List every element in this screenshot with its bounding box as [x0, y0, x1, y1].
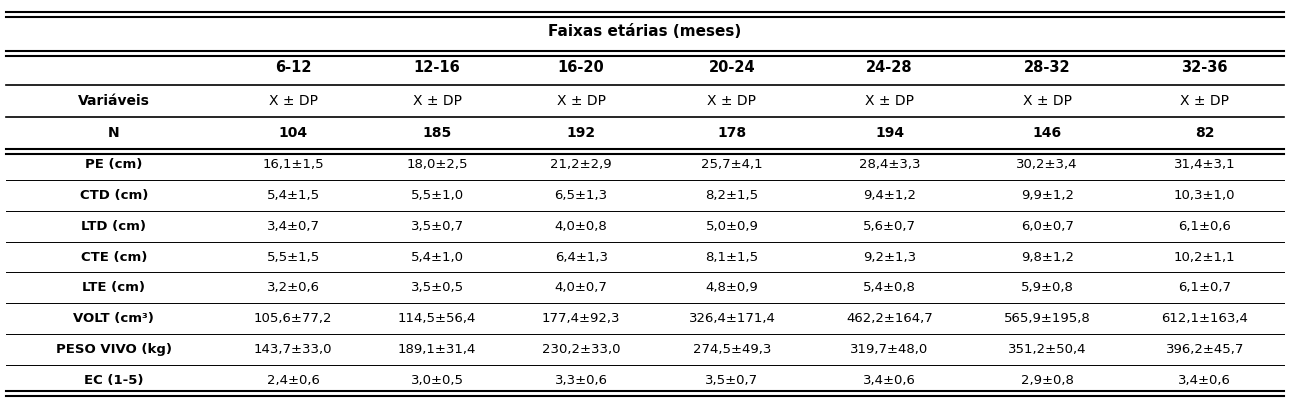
Text: 25,7±4,1: 25,7±4,1	[702, 158, 762, 171]
Text: LTE (cm): LTE (cm)	[83, 282, 146, 294]
Text: 114,5±56,4: 114,5±56,4	[397, 312, 476, 325]
Text: 24-28: 24-28	[867, 60, 913, 75]
Text: 6-12: 6-12	[275, 60, 311, 75]
Text: 2,9±0,8: 2,9±0,8	[1020, 374, 1073, 387]
Text: 5,6±0,7: 5,6±0,7	[863, 220, 916, 233]
Text: 5,4±1,5: 5,4±1,5	[267, 189, 320, 202]
Text: 28,4±3,3: 28,4±3,3	[859, 158, 920, 171]
Text: N: N	[108, 126, 120, 140]
Text: 12-16: 12-16	[414, 60, 461, 75]
Text: 16-20: 16-20	[557, 60, 605, 75]
Text: 3,5±0,5: 3,5±0,5	[410, 282, 463, 294]
Text: 396,2±45,7: 396,2±45,7	[1166, 343, 1244, 356]
Text: 9,8±1,2: 9,8±1,2	[1020, 251, 1073, 264]
Text: 6,0±0,7: 6,0±0,7	[1020, 220, 1073, 233]
Text: 192: 192	[566, 126, 596, 140]
Text: 104: 104	[279, 126, 308, 140]
Text: 6,1±0,6: 6,1±0,6	[1178, 220, 1231, 233]
Text: X ± DP: X ± DP	[413, 94, 462, 108]
Text: 10,2±1,1: 10,2±1,1	[1174, 251, 1236, 264]
Text: CTE (cm): CTE (cm)	[80, 251, 147, 264]
Text: 178: 178	[717, 126, 747, 140]
Text: 612,1±163,4: 612,1±163,4	[1161, 312, 1249, 325]
Text: 3,4±0,6: 3,4±0,6	[1178, 374, 1231, 387]
Text: 8,2±1,5: 8,2±1,5	[706, 189, 759, 202]
Text: 4,0±0,8: 4,0±0,8	[555, 220, 608, 233]
Text: PESO VIVO (kg): PESO VIVO (kg)	[55, 343, 172, 356]
Text: 30,2±3,4: 30,2±3,4	[1017, 158, 1078, 171]
Text: CTD (cm): CTD (cm)	[80, 189, 148, 202]
Text: 3,0±0,5: 3,0±0,5	[410, 374, 463, 387]
Text: 4,0±0,7: 4,0±0,7	[555, 282, 608, 294]
Text: 230,2±33,0: 230,2±33,0	[542, 343, 620, 356]
Text: 274,5±49,3: 274,5±49,3	[693, 343, 771, 356]
Text: 5,4±0,8: 5,4±0,8	[863, 282, 916, 294]
Text: 5,0±0,9: 5,0±0,9	[706, 220, 759, 233]
Text: X ± DP: X ± DP	[707, 94, 756, 108]
Text: 194: 194	[875, 126, 904, 140]
Text: Variáveis: Variáveis	[77, 94, 150, 108]
Text: 28-32: 28-32	[1024, 60, 1071, 75]
Text: 2,4±0,6: 2,4±0,6	[267, 374, 320, 387]
Text: Faixas etárias (meses): Faixas etárias (meses)	[548, 24, 742, 39]
Text: 146: 146	[1032, 126, 1062, 140]
Text: 16,1±1,5: 16,1±1,5	[262, 158, 324, 171]
Text: 5,4±1,0: 5,4±1,0	[410, 251, 463, 264]
Text: 6,5±1,3: 6,5±1,3	[555, 189, 608, 202]
Text: LTD (cm): LTD (cm)	[81, 220, 146, 233]
Text: 20-24: 20-24	[708, 60, 755, 75]
Text: 3,5±0,7: 3,5±0,7	[706, 374, 759, 387]
Text: 105,6±77,2: 105,6±77,2	[254, 312, 333, 325]
Text: 462,2±164,7: 462,2±164,7	[846, 312, 933, 325]
Text: X ± DP: X ± DP	[866, 94, 915, 108]
Text: VOLT (cm³): VOLT (cm³)	[74, 312, 155, 325]
Text: 18,0±2,5: 18,0±2,5	[406, 158, 468, 171]
Text: 351,2±50,4: 351,2±50,4	[1007, 343, 1086, 356]
Text: 21,2±2,9: 21,2±2,9	[551, 158, 611, 171]
Text: 177,4±92,3: 177,4±92,3	[542, 312, 620, 325]
Text: X ± DP: X ± DP	[557, 94, 605, 108]
Text: 5,5±1,0: 5,5±1,0	[410, 189, 463, 202]
Text: 8,1±1,5: 8,1±1,5	[706, 251, 759, 264]
Text: X ± DP: X ± DP	[1023, 94, 1072, 108]
Text: 185: 185	[423, 126, 451, 140]
Text: 82: 82	[1195, 126, 1214, 140]
Text: 5,5±1,5: 5,5±1,5	[267, 251, 320, 264]
Text: 5,9±0,8: 5,9±0,8	[1020, 282, 1073, 294]
Text: X ± DP: X ± DP	[268, 94, 317, 108]
Text: 3,5±0,7: 3,5±0,7	[410, 220, 463, 233]
Text: 6,4±1,3: 6,4±1,3	[555, 251, 608, 264]
Text: 189,1±31,4: 189,1±31,4	[397, 343, 476, 356]
Text: 6,1±0,7: 6,1±0,7	[1178, 282, 1231, 294]
Text: X ± DP: X ± DP	[1180, 94, 1229, 108]
Text: 565,9±195,8: 565,9±195,8	[1004, 312, 1090, 325]
Text: 143,7±33,0: 143,7±33,0	[254, 343, 333, 356]
Text: 9,9±1,2: 9,9±1,2	[1020, 189, 1073, 202]
Text: PE (cm): PE (cm)	[85, 158, 142, 171]
Text: 9,2±1,3: 9,2±1,3	[863, 251, 916, 264]
Text: 3,4±0,7: 3,4±0,7	[267, 220, 320, 233]
Text: EC (1-5): EC (1-5)	[84, 374, 143, 387]
Text: 31,4±3,1: 31,4±3,1	[1174, 158, 1236, 171]
Text: 326,4±171,4: 326,4±171,4	[689, 312, 775, 325]
Text: 32-36: 32-36	[1182, 60, 1228, 75]
Text: 3,3±0,6: 3,3±0,6	[555, 374, 608, 387]
Text: 9,4±1,2: 9,4±1,2	[863, 189, 916, 202]
Text: 4,8±0,9: 4,8±0,9	[706, 282, 759, 294]
Text: 3,4±0,6: 3,4±0,6	[863, 374, 916, 387]
Text: 10,3±1,0: 10,3±1,0	[1174, 189, 1236, 202]
Text: 3,2±0,6: 3,2±0,6	[267, 282, 320, 294]
Text: 319,7±48,0: 319,7±48,0	[850, 343, 929, 356]
